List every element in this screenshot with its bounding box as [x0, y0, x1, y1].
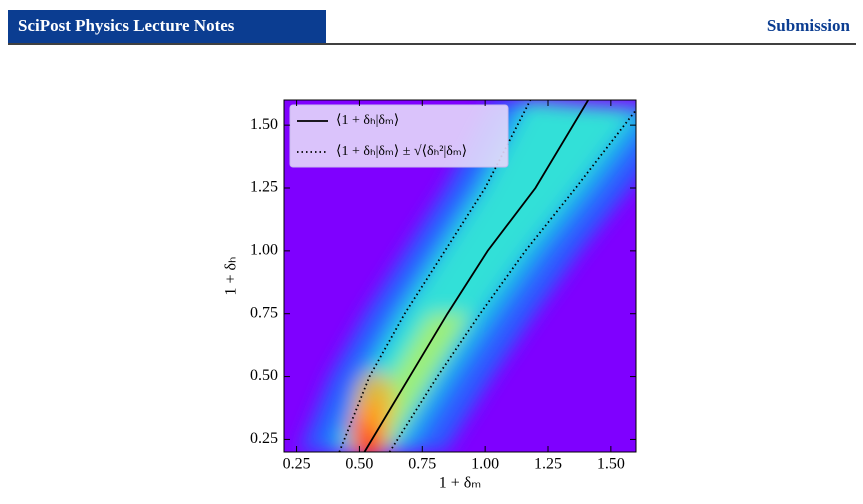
x-tick-label: 0.50	[345, 456, 373, 473]
y-tick-label: 0.25	[250, 430, 278, 447]
x-tick-label: 1.00	[471, 456, 499, 473]
y-tick-label: 1.25	[250, 179, 278, 196]
series-line	[338, 100, 532, 452]
x-tick-label: 1.50	[597, 456, 625, 473]
journal-title: SciPost Physics Lecture Notes	[18, 16, 235, 35]
x-tick-label: 1.25	[534, 456, 562, 473]
x-tick-label: 0.75	[408, 456, 436, 473]
plot-frame	[283, 99, 637, 453]
curves	[338, 100, 636, 452]
legend-label: ⟨1 + δₕ|δₘ⟩ ± √⟨δₕ²|δₘ⟩	[336, 144, 467, 159]
y-tick-label: 1.50	[250, 116, 278, 133]
header-box	[8, 10, 326, 43]
status: Submission	[767, 16, 851, 35]
y-axis-label: 1 + δₕ	[223, 256, 240, 295]
x-axis-label: 1 + δₘ	[439, 475, 482, 492]
y-tick-label: 0.75	[250, 304, 278, 321]
legend-label: ⟨1 + δₕ|δₘ⟩	[336, 113, 399, 128]
legend	[289, 104, 509, 168]
series-line	[363, 100, 590, 452]
y-tick-label: 1.00	[250, 242, 278, 259]
y-tick-label: 0.50	[250, 367, 278, 384]
x-tick-label: 0.25	[283, 456, 311, 473]
density	[354, 372, 395, 432]
